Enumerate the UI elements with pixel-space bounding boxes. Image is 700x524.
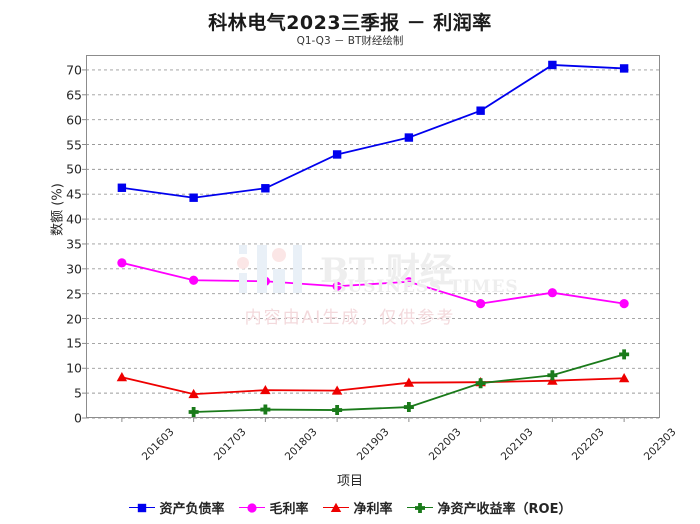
legend-marker-triangle-icon bbox=[322, 502, 349, 514]
chart-legend: 资产负债率 毛利率 净利率 净资产收益率（ROE） bbox=[0, 498, 700, 517]
y-tick-label: 0 bbox=[74, 410, 82, 426]
legend-label: 净资产收益率（ROE） bbox=[437, 502, 572, 517]
x-tick-label: 202003 bbox=[426, 426, 464, 463]
chart-title: 科林电气2023三季报 － 利润率 bbox=[208, 12, 492, 34]
y-tick-label: 65 bbox=[66, 87, 82, 103]
x-tick-label: 201603 bbox=[139, 426, 177, 463]
watermark-brand: BT 财经 bbox=[320, 251, 454, 291]
legend-marker-plus-icon bbox=[406, 502, 433, 514]
y-tick-label: 15 bbox=[66, 335, 82, 351]
y-tick-label: 60 bbox=[66, 112, 82, 128]
y-tick-label: 50 bbox=[66, 161, 82, 177]
y-tick-label: 20 bbox=[66, 311, 82, 327]
legend-marker-circle-icon bbox=[238, 502, 265, 514]
y-tick-label: 40 bbox=[66, 211, 82, 227]
watermark-brand-sub: BUSINESS TIMES bbox=[332, 277, 519, 297]
y-tick-label: 55 bbox=[66, 137, 82, 152]
x-tick-label: 201703 bbox=[211, 426, 249, 463]
x-tick-label: 202203 bbox=[570, 426, 607, 463]
x-tick-label: 202303 bbox=[641, 426, 679, 463]
y-tick-label: 10 bbox=[66, 360, 82, 376]
y-axis-ticks: 0 5 10 15 20 25 30 35 40 45 50 55 60 65 70 bbox=[34, 0, 82, 524]
legend-label: 净利率 bbox=[353, 502, 393, 517]
legend-item[interactable]: 净利率 bbox=[322, 498, 393, 517]
legend-item[interactable]: 净资产收益率（ROE） bbox=[406, 498, 572, 517]
y-tick-label: 70 bbox=[66, 62, 82, 78]
y-tick-label: 30 bbox=[66, 261, 82, 277]
x-tick-label: 201803 bbox=[283, 426, 320, 463]
y-tick-label: 5 bbox=[74, 385, 82, 401]
x-axis-label: 项目 bbox=[336, 474, 363, 489]
legend-item[interactable]: 毛利率 bbox=[238, 498, 309, 517]
series-3 bbox=[188, 349, 630, 418]
legend-label: 毛利率 bbox=[269, 502, 309, 517]
legend-item[interactable]: 资产负债率 bbox=[128, 498, 225, 517]
y-tick-label: 25 bbox=[66, 286, 82, 302]
x-tick-label: 201903 bbox=[354, 426, 392, 463]
legend-label: 资产负债率 bbox=[159, 502, 225, 517]
y-tick-label: 35 bbox=[66, 236, 82, 252]
series-0 bbox=[117, 60, 629, 202]
y-tick-label: 45 bbox=[66, 186, 82, 202]
plot-frame bbox=[86, 55, 660, 418]
y-axis-label: 数额 (%) bbox=[50, 183, 66, 236]
legend-marker-square-icon bbox=[128, 502, 155, 514]
series-1 bbox=[117, 258, 629, 309]
chart-subtitle: Q1-Q3 － BT财经绘制 bbox=[296, 35, 404, 47]
x-tick-label: 202103 bbox=[498, 426, 536, 463]
